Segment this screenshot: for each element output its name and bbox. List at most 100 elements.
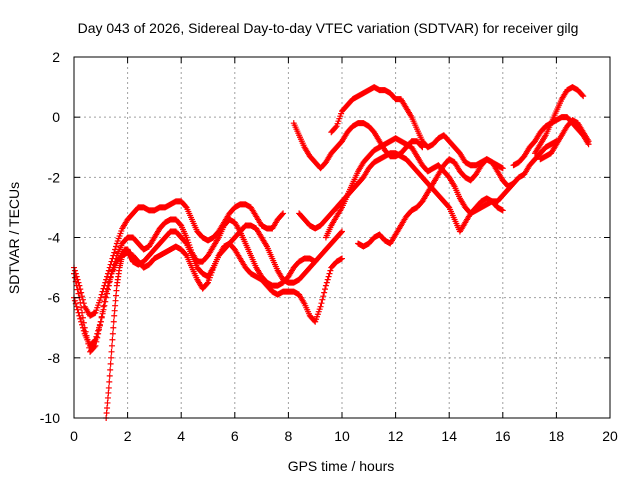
data-point (499, 165, 506, 172)
data-point (105, 384, 112, 391)
data-point (108, 348, 115, 355)
data-point (339, 255, 345, 262)
data-point (97, 318, 104, 325)
y-axis-label: SDTVAR / TECUs (6, 182, 22, 294)
data-point (103, 288, 110, 295)
data-point (107, 366, 114, 373)
data-point (419, 144, 426, 151)
data-point (92, 342, 99, 349)
data-point (323, 279, 330, 286)
series-arc-4 (103, 222, 345, 421)
data-point (79, 309, 86, 316)
data-point (94, 334, 101, 341)
x-tick-label: 6 (231, 428, 239, 444)
data-point (103, 409, 110, 416)
series-arc-7 (322, 135, 517, 241)
data-point (110, 318, 117, 325)
data-point (319, 296, 326, 303)
data-point (71, 274, 78, 281)
data-point (318, 300, 325, 307)
data-point (95, 330, 102, 337)
data-point (326, 270, 333, 277)
data-point (105, 279, 112, 286)
data-point (109, 336, 116, 343)
data-point (112, 243, 119, 250)
data-point (109, 330, 116, 337)
data-point (113, 287, 120, 294)
data-point (182, 239, 189, 246)
data-point (579, 92, 586, 99)
y-tick-label: -4 (48, 230, 61, 246)
data-point (325, 273, 332, 280)
data-point (105, 389, 112, 396)
data-point (74, 306, 81, 313)
data-point (339, 228, 345, 235)
data-point (84, 336, 91, 343)
x-tick-label: 18 (549, 428, 565, 444)
x-tick-label: 16 (495, 428, 511, 444)
series-arc-9 (355, 138, 560, 250)
data-point (338, 229, 345, 236)
data-point (104, 394, 111, 401)
chart-title: Day 043 of 2026, Sidereal Day-to-day VTE… (78, 20, 579, 36)
data-point (73, 303, 80, 310)
data-point (106, 276, 113, 283)
x-tick-label: 20 (602, 428, 618, 444)
data-point (100, 303, 107, 310)
data-point (93, 333, 100, 340)
data-point (104, 282, 111, 289)
y-tick-label: -8 (48, 350, 61, 366)
data-point (322, 286, 329, 293)
data-point (96, 322, 103, 329)
x-tick-label: 10 (334, 428, 350, 444)
series-arc-1 (71, 198, 287, 319)
y-axis-ticks: -10 -8 -6 -4 -2 0 2 (40, 49, 610, 426)
x-axis-ticks: 0 2 4 6 8 10 12 14 16 18 20 (70, 57, 618, 444)
data-point (106, 378, 113, 385)
y-tick-label: -6 (48, 290, 61, 306)
y-tick-label: -2 (48, 169, 61, 185)
data-point (71, 297, 78, 304)
data-series (71, 84, 592, 421)
data-point (96, 326, 103, 333)
data-point (79, 296, 86, 303)
data-point (97, 294, 104, 301)
x-tick-label: 2 (124, 428, 132, 444)
data-point (104, 285, 111, 292)
data-point (78, 318, 85, 325)
data-point (279, 211, 286, 218)
data-point (204, 280, 211, 287)
data-point (280, 210, 287, 217)
x-tick-label: 8 (285, 428, 293, 444)
data-point (93, 338, 100, 345)
data-point (106, 372, 113, 379)
x-axis-label: GPS time / hours (288, 458, 395, 474)
data-point (499, 207, 506, 214)
y-tick-label: 0 (52, 109, 60, 125)
data-point (77, 315, 84, 322)
data-point (111, 312, 118, 319)
series-arc-8 (296, 150, 506, 235)
data-point (321, 289, 328, 296)
data-point (78, 304, 85, 311)
data-point (75, 279, 82, 286)
series-arc-6 (328, 84, 506, 172)
data-point (98, 313, 105, 320)
y-tick-label: -10 (40, 410, 60, 426)
data-point (110, 324, 117, 331)
data-point (75, 290, 82, 297)
data-point (101, 298, 108, 305)
data-point (76, 312, 83, 319)
series-arc-12 (537, 117, 592, 163)
series-arc-11 (531, 84, 587, 157)
y-tick-label: 2 (52, 49, 60, 65)
x-tick-label: 14 (441, 428, 457, 444)
data-point (102, 293, 109, 300)
data-point (107, 360, 114, 367)
x-tick-label: 12 (388, 428, 404, 444)
data-point (103, 294, 110, 301)
data-point (98, 291, 105, 298)
data-point (85, 340, 92, 347)
data-point (108, 354, 115, 361)
